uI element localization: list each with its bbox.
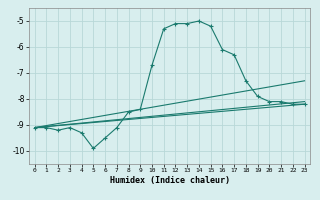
X-axis label: Humidex (Indice chaleur): Humidex (Indice chaleur) [109, 176, 229, 185]
